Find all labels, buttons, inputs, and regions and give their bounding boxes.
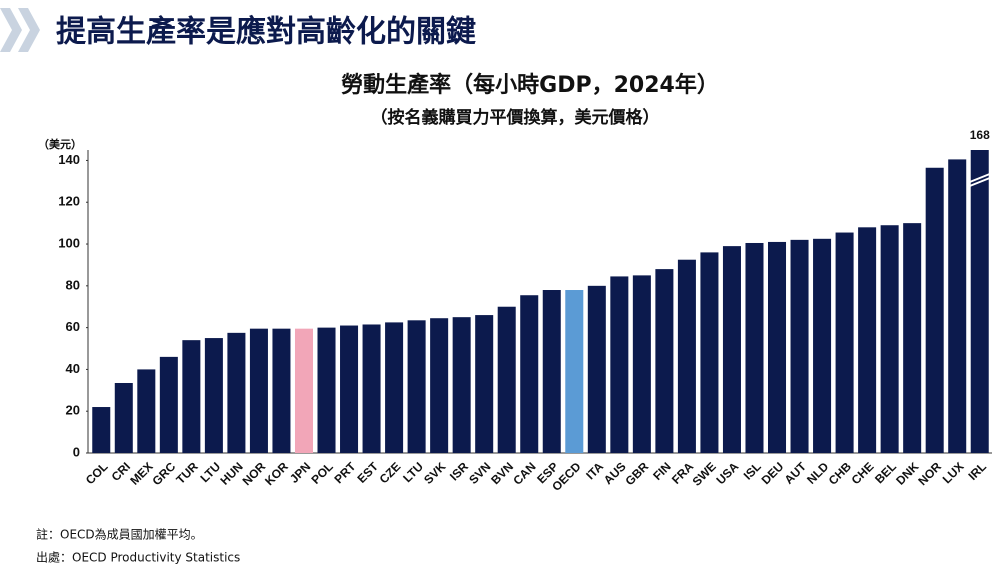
bar bbox=[925, 167, 944, 453]
chart-subtitle: （按名義購買力平價換算，美元價格） bbox=[371, 107, 660, 128]
bar bbox=[362, 324, 381, 453]
bar bbox=[790, 239, 809, 453]
x-tick-label: CZE bbox=[377, 459, 404, 486]
x-tick-label: CHB bbox=[826, 459, 855, 488]
x-tick-label: LUX bbox=[940, 459, 967, 486]
x-tick-label: POL bbox=[309, 459, 336, 486]
bar bbox=[520, 295, 539, 453]
y-tick-label: 120 bbox=[58, 194, 80, 209]
bar bbox=[745, 242, 764, 453]
x-tick-label: GRC bbox=[149, 459, 178, 488]
bar bbox=[903, 223, 922, 453]
header-icon bbox=[0, 8, 40, 52]
x-tick-label: DEU bbox=[759, 459, 787, 487]
x-tick-label: NOR bbox=[240, 459, 269, 488]
x-tick-label: DNK bbox=[893, 459, 922, 488]
bar bbox=[970, 150, 989, 453]
note: 註：OECD為成員國加權平均。 bbox=[36, 528, 203, 542]
bar bbox=[880, 225, 899, 453]
bar bbox=[340, 325, 359, 453]
y-tick-label: 40 bbox=[66, 361, 80, 376]
x-tick-label: SVK bbox=[421, 459, 449, 487]
bar bbox=[858, 227, 877, 453]
y-tick-label: 100 bbox=[58, 235, 80, 250]
chart-title: 勞動生產率（每小時GDP，2024年） bbox=[341, 72, 719, 98]
x-tick-label: AUT bbox=[782, 459, 810, 487]
y-axis-label: （美元） bbox=[38, 137, 82, 151]
x-tick-label: ISR bbox=[447, 459, 471, 483]
y-tick-label: 20 bbox=[66, 403, 80, 418]
x-tick-label: HUN bbox=[217, 459, 245, 487]
x-tick-label: EST bbox=[355, 459, 382, 486]
x-tick-label: IRL bbox=[966, 459, 990, 483]
x-tick-label: CAN bbox=[510, 459, 538, 487]
x-tick-label: LTU bbox=[400, 459, 426, 485]
x-tick-label: TUR bbox=[173, 459, 201, 487]
x-tick-label: USA bbox=[714, 459, 742, 487]
x-tick-label: SVN bbox=[466, 459, 493, 486]
bar bbox=[249, 328, 268, 453]
bar bbox=[677, 259, 696, 453]
bar bbox=[610, 276, 629, 453]
x-tick-label: MEX bbox=[127, 459, 155, 487]
bar bbox=[565, 290, 584, 453]
bar bbox=[137, 369, 156, 453]
x-tick-label: KOR bbox=[262, 459, 291, 488]
x-tick-label: PRT bbox=[332, 459, 359, 486]
bar bbox=[92, 407, 111, 453]
x-tick-label: BEL bbox=[872, 459, 899, 486]
x-tick-label: CHE bbox=[849, 459, 877, 487]
y-tick-label: 60 bbox=[66, 319, 80, 334]
bar bbox=[587, 285, 606, 453]
bar bbox=[430, 318, 449, 453]
bar bbox=[813, 238, 832, 453]
bar bbox=[542, 290, 561, 453]
x-tick-label: GBR bbox=[622, 459, 651, 488]
bar bbox=[407, 320, 426, 453]
bar bbox=[452, 317, 471, 453]
bar bbox=[497, 306, 516, 453]
bars bbox=[92, 150, 989, 453]
bar bbox=[948, 159, 967, 453]
x-tick-label: SWE bbox=[690, 459, 719, 488]
y-tick-label: 140 bbox=[58, 152, 80, 167]
bar bbox=[159, 356, 178, 453]
bar bbox=[317, 327, 336, 453]
bar bbox=[722, 246, 741, 453]
bar bbox=[227, 332, 246, 453]
x-tick-label: NOR bbox=[915, 459, 944, 488]
bar bbox=[768, 241, 787, 453]
bar bbox=[114, 382, 133, 453]
x-tick-label: JPN bbox=[287, 459, 313, 485]
x-tick-label: COL bbox=[83, 459, 111, 487]
axis-break bbox=[969, 173, 991, 187]
bar bbox=[294, 328, 313, 453]
x-tick-label: NLD bbox=[804, 459, 832, 487]
bar bbox=[475, 315, 494, 453]
x-tick-label: AUS bbox=[601, 459, 629, 487]
y-tick-label: 80 bbox=[66, 277, 80, 292]
x-tick-label: BVN bbox=[488, 459, 516, 487]
value-label: 168 bbox=[970, 128, 990, 142]
y-tick-label: 0 bbox=[73, 444, 80, 459]
bar bbox=[835, 232, 854, 453]
bar bbox=[385, 322, 404, 453]
header-title: 提高生產率是應對高齡化的關鍵 bbox=[56, 15, 476, 50]
bar bbox=[655, 269, 674, 453]
bar bbox=[700, 252, 719, 453]
bar bbox=[204, 338, 223, 453]
source: 出處：OECD Productivity Statistics bbox=[36, 551, 240, 565]
bar bbox=[632, 275, 651, 453]
bar bbox=[272, 328, 291, 453]
x-tick-label: LTU bbox=[197, 459, 223, 485]
bar bbox=[182, 340, 201, 453]
